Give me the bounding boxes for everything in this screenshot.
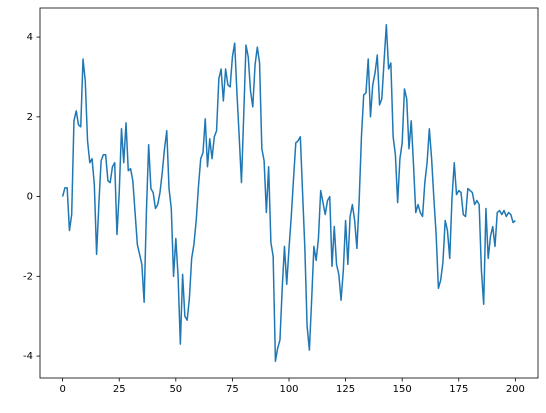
x-tick-label: 25 [113,384,126,395]
x-tick-label: 125 [336,384,355,395]
y-tick-label: -4 [23,351,33,362]
x-tick-label: 150 [393,384,412,395]
x-tick-label: 175 [449,384,468,395]
plot-frame [39,7,539,379]
data-line [61,24,516,362]
y-tick-label: -2 [23,271,33,282]
x-tick-label: 50 [169,384,182,395]
x-tick-label: 75 [226,384,239,395]
y-tick-label: 4 [27,32,33,43]
x-tick-label: 200 [506,384,525,395]
x-tick-label: 0 [59,384,65,395]
y-tick-label: 2 [27,112,33,123]
x-tick-label: 100 [279,384,298,395]
y-tick-label: 0 [27,192,33,203]
